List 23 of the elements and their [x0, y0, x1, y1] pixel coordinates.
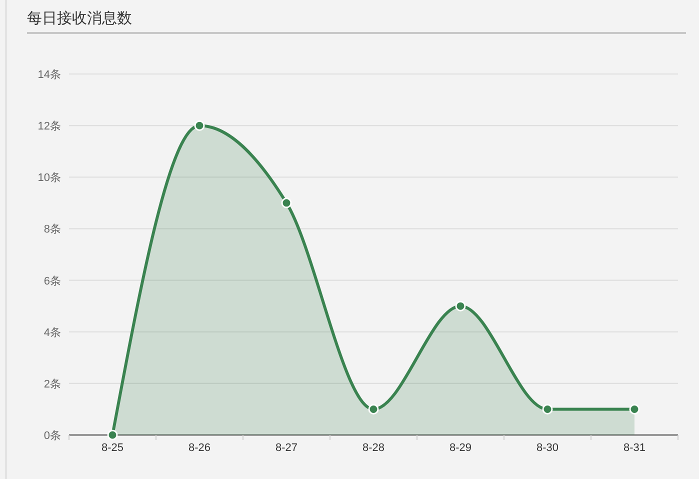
- x-tick-label: 8-30: [536, 442, 559, 454]
- point: [107, 430, 118, 440]
- y-tick-label: 4条: [44, 326, 61, 339]
- x-tick-label: 8-29: [449, 442, 472, 454]
- point: [542, 404, 553, 414]
- y-tick-label: 14条: [38, 69, 61, 81]
- point: [455, 300, 466, 312]
- y-tick-label: 2条: [44, 378, 61, 390]
- y-tick-label: 6条: [44, 275, 61, 288]
- chart-title: 每日接收消息数: [27, 10, 132, 27]
- y-tick-label: 8条: [44, 224, 61, 236]
- point: [368, 404, 379, 414]
- x-tick-label: 8-26: [188, 442, 211, 454]
- y-tick-label: 12条: [38, 120, 61, 133]
- x-tick-label: 8-25: [101, 442, 124, 454]
- point: [281, 198, 292, 208]
- x-tick-label: 8-27: [275, 442, 298, 454]
- x-tick-label: 8-31: [623, 442, 646, 454]
- point: [194, 120, 205, 131]
- y-tick-label: 10条: [38, 172, 61, 184]
- x-tick-label: 8-28: [362, 442, 385, 454]
- y-tick-label: 0条: [44, 430, 61, 442]
- point: [629, 404, 640, 414]
